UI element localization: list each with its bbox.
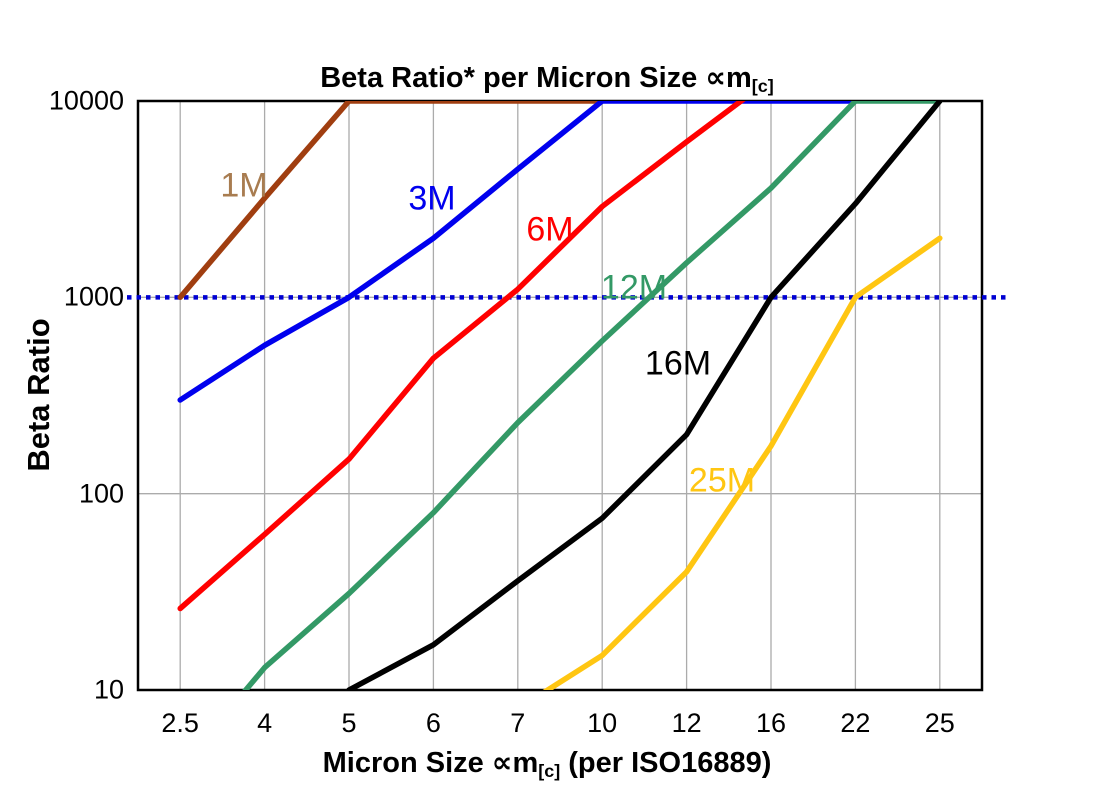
y-tick-label-1000: 1000	[63, 281, 124, 312]
x-axis-title-text: Micron Size ∝m	[322, 747, 539, 779]
x-tick-label-4: 4	[257, 708, 273, 738]
series-line-16M	[346, 101, 943, 690]
chart-title-subscript: [c]	[751, 76, 774, 97]
series-label-12M: 12M	[600, 268, 668, 307]
x-tick-label-7: 7	[510, 708, 526, 738]
x-axis-title: Micron Size ∝m[c] (per ISO16889)	[0, 745, 1094, 782]
chart-title: Beta Ratio* per Micron Size ∝m[c]	[0, 60, 1094, 97]
series-line-1M	[177, 101, 605, 301]
x-tick-label-12: 12	[671, 708, 702, 738]
chart-title-text: Beta Ratio* per Micron Size ∝m	[320, 62, 752, 94]
x-tick-label-22: 22	[840, 708, 871, 738]
series-label-1M: 1M	[220, 166, 268, 205]
series-line-12M	[242, 101, 943, 690]
x-tick-label-5: 5	[341, 708, 357, 738]
y-tick-label-10000: 10000	[48, 85, 124, 116]
series-label-3M: 3M	[408, 179, 456, 218]
y-tick-label-100: 100	[78, 478, 124, 509]
x-tick-label-2.5: 2.5	[161, 708, 199, 738]
x-axis-title-subscript: [c]	[538, 761, 561, 782]
series-label-25M: 25M	[688, 461, 756, 500]
series-line-6M	[177, 101, 746, 612]
series-label-6M: 6M	[526, 210, 574, 249]
x-tick-label-16: 16	[755, 708, 787, 738]
series-line-3M	[177, 101, 859, 403]
x-tick-label-10: 10	[587, 708, 618, 738]
y-tick-label-10: 10	[93, 674, 124, 705]
x-tick-label-25: 25	[924, 708, 955, 738]
series-label-16M: 16M	[644, 344, 712, 383]
x-axis-title-suffix: (per ISO16889)	[560, 747, 772, 779]
y-axis-title: Beta Ratio	[21, 318, 56, 472]
x-tick-label-6: 6	[425, 708, 441, 738]
series-line-25M	[542, 235, 943, 690]
